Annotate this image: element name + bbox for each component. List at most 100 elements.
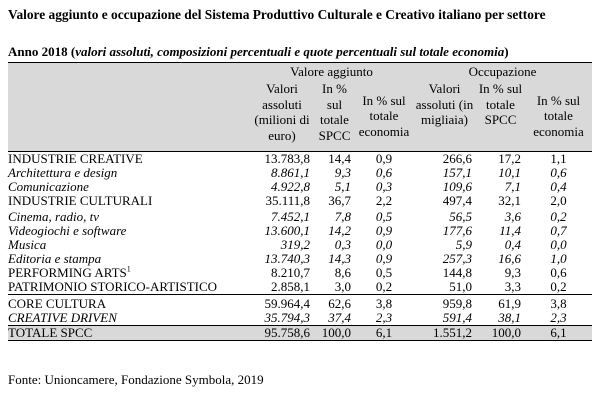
table-cell: 9,3 bbox=[504, 265, 521, 280]
table-row: PATRIMONIO STORICO-ARTISTICO 2.858,1 3,0 0,… bbox=[8, 280, 592, 295]
col-header: In % sul totale SPCC bbox=[478, 81, 523, 127]
row-label: CREATIVE DRIVEN bbox=[8, 310, 117, 325]
col-header: Valori assoluti (in migliaia) bbox=[415, 81, 474, 127]
table-cell: 13.600,1 bbox=[264, 223, 311, 238]
data-table: Valore aggiunto Occupazione Valori assol… bbox=[8, 62, 592, 341]
table-cell: 0,4 bbox=[550, 179, 567, 194]
table-cell: 14,2 bbox=[328, 223, 351, 238]
row-label: Videogiochi e software bbox=[8, 223, 127, 238]
table-cell: 319,2 bbox=[280, 237, 310, 252]
header-corner bbox=[8, 63, 250, 81]
row-label: Editoria e stampa bbox=[8, 251, 102, 266]
table-cell: 3,3 bbox=[504, 279, 521, 294]
table-row: Architettura e design 8.861,1 9,3 0,6 157,1 1… bbox=[8, 166, 592, 180]
table-cell: 7,8 bbox=[334, 209, 351, 224]
table-cell: 14,4 bbox=[328, 151, 351, 166]
table-cell: 36,7 bbox=[328, 193, 351, 208]
table-cell: 1,1 bbox=[550, 151, 567, 166]
row-label: TOTALE SPCC bbox=[8, 325, 250, 341]
table-cell: 35.794,3 bbox=[264, 310, 311, 325]
table-cell: 59.964,4 bbox=[264, 296, 311, 311]
table-cell: 16,6 bbox=[498, 251, 521, 266]
table-cell: 6,1 bbox=[525, 325, 592, 341]
table-cell: 5,1 bbox=[334, 179, 351, 194]
table-cell: 32,1 bbox=[498, 193, 521, 208]
table-row: Musica 319,2 0,3 0,0 5,9 0,4 0,0 bbox=[8, 238, 592, 252]
table-cell: 1,0 bbox=[550, 251, 567, 266]
table-cell: 37,4 bbox=[328, 310, 351, 325]
col-header: In % sul totale SPCC bbox=[318, 81, 351, 143]
table-cell: 1.551,2 bbox=[413, 325, 476, 341]
table-cell: 56,5 bbox=[449, 209, 472, 224]
row-label: PERFORMING ARTS1 bbox=[8, 264, 131, 280]
table-cell: 144,8 bbox=[442, 265, 472, 280]
table-cell: 3,8 bbox=[375, 296, 393, 311]
table-cell: 8.861,1 bbox=[271, 165, 310, 180]
table-cell: 959,8 bbox=[442, 296, 472, 311]
footnote-marker: 1 bbox=[126, 264, 131, 274]
table-cell: 51,0 bbox=[449, 279, 472, 294]
table-cell: 13.783,8 bbox=[264, 151, 311, 166]
table-cell: 0,6 bbox=[375, 165, 393, 180]
table-cell: 8.210,7 bbox=[271, 265, 310, 280]
table-cell: 0,2 bbox=[375, 279, 393, 294]
table-cell: 0,6 bbox=[550, 165, 567, 180]
table-cell: 2,0 bbox=[550, 193, 567, 208]
row-label: Musica bbox=[8, 237, 47, 252]
table-cell: 591,4 bbox=[442, 310, 472, 325]
table-row: Cinema, radio, tv 7.452,1 7,8 0,5 56,5 3,6 0,2 bbox=[8, 208, 592, 224]
row-label: PATRIMONIO STORICO-ARTISTICO bbox=[8, 279, 218, 294]
table-cell: 0,3 bbox=[375, 179, 393, 194]
table-cell: 38,1 bbox=[498, 310, 521, 325]
table-cell: 3,0 bbox=[334, 279, 351, 294]
table-cell: 13.740,3 bbox=[264, 251, 311, 266]
table-cell: 257,3 bbox=[442, 251, 472, 266]
table-cell: 0,5 bbox=[375, 209, 393, 224]
col-header: Valori assoluti (milioni di euro) bbox=[254, 81, 310, 143]
table-cell: 0,0 bbox=[375, 237, 393, 252]
table-cell: 0,9 bbox=[375, 151, 393, 166]
table-row: CORE CULTURA 59.964,4 62,6 3,8 959,8 61,9 3,8 bbox=[8, 294, 592, 312]
table-cell: 8,6 bbox=[334, 265, 351, 280]
table-cell: 0,9 bbox=[375, 223, 393, 238]
table-cell: 2.858,1 bbox=[271, 279, 310, 294]
table-row: Videogiochi e software 13.600,1 14,2 0,9 177… bbox=[8, 224, 592, 238]
table-cell: 61,9 bbox=[498, 296, 521, 311]
table-cell: 2,3 bbox=[375, 310, 393, 325]
table-cell: 5,9 bbox=[455, 237, 472, 252]
row-label: INDUSTRIE CULTURALI bbox=[8, 193, 153, 208]
table-cell: 177,6 bbox=[442, 223, 472, 238]
table-cell: 6,1 bbox=[355, 325, 413, 341]
table-cell: 100,0 bbox=[476, 325, 525, 341]
table-cell: 2,3 bbox=[550, 310, 567, 325]
row-label: CORE CULTURA bbox=[8, 296, 107, 311]
table-row: Editoria e stampa 13.740,3 14,3 0,9 257,3 16,… bbox=[8, 252, 592, 266]
table-cell: 0,2 bbox=[550, 209, 567, 224]
table-row: CREATIVE DRIVEN 35.794,3 37,4 2,3 591,4 38,1 2… bbox=[8, 311, 592, 326]
row-label: INDUSTRIE CREATIVE bbox=[8, 151, 143, 166]
row-label: Cinema, radio, tv bbox=[8, 209, 99, 224]
table-cell: 0,9 bbox=[375, 251, 393, 266]
table-cell: 266,6 bbox=[442, 151, 472, 166]
row-label: Comunicazione bbox=[8, 179, 89, 194]
col-header: In % sul totale economia bbox=[358, 92, 410, 139]
table-subtitle: Anno 2018 (valori assoluti, composizioni… bbox=[8, 44, 509, 59]
header-group-valore-aggiunto: Valore aggiunto bbox=[290, 63, 373, 79]
table-cell: 0,3 bbox=[334, 237, 351, 252]
table-row: INDUSTRIE CREATIVE 13.783,8 14,4 0,9 266,6 17… bbox=[8, 152, 592, 167]
table-title: Valore aggiunto e occupazione del Sistem… bbox=[8, 7, 546, 22]
table-cell: 17,2 bbox=[498, 151, 521, 166]
table-cell: 0,0 bbox=[550, 237, 567, 252]
table-row: Comunicazione 4.922,8 5,1 0,3 109,6 7,1 0,4 bbox=[8, 180, 592, 194]
table-cell: 497,4 bbox=[442, 193, 472, 208]
table-cell: 2,2 bbox=[375, 193, 393, 208]
source-note: Fonte: Unioncamere, Fondazione Symbola, … bbox=[8, 372, 264, 387]
table-cell: 95.758,6 bbox=[250, 325, 314, 341]
table-cell: 14,3 bbox=[328, 251, 351, 266]
header-label-cell bbox=[8, 80, 250, 152]
table-cell: 7.452,1 bbox=[271, 209, 310, 224]
table-cell: 0,2 bbox=[550, 279, 567, 294]
header-group-occupazione: Occupazione bbox=[468, 63, 537, 79]
table-row: PERFORMING ARTS1 8.210,7 8,6 0,5 144,8 9,3 0,6 bbox=[8, 264, 592, 280]
table-cell: 0,4 bbox=[504, 237, 521, 252]
